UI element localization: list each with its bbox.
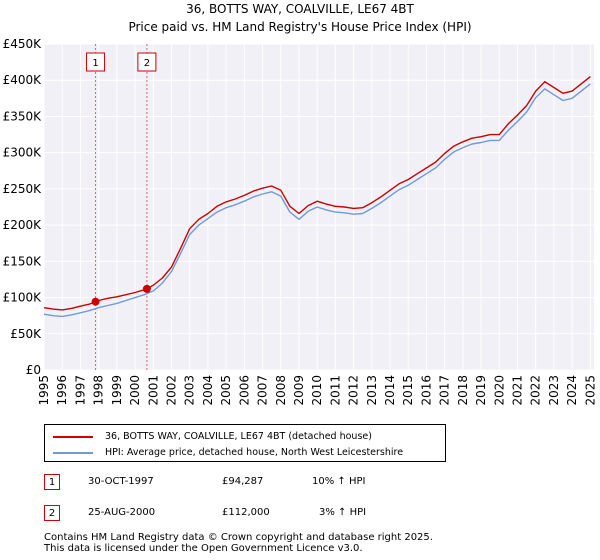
legend-sales-label: 36, BOTTS WAY, COALVILLE, LE67 4BT (deta…	[105, 431, 372, 442]
sale-badge-1: 1	[44, 474, 60, 490]
x-tick-label: 2016	[419, 375, 433, 406]
x-tick-label: 2004	[201, 375, 215, 406]
y-tick-label: £300K	[3, 146, 43, 160]
sale-row-2: 2 25-AUG-2000 £112,000 3% ↑ HPI	[44, 505, 444, 523]
chart-subtitle: Price paid vs. HM Land Registry's House …	[128, 20, 472, 34]
footer: Contains HM Land Registry data © Crown c…	[44, 532, 433, 554]
x-tick-label: 2019	[474, 375, 488, 406]
hpi-line	[43, 83, 591, 318]
legend: 36, BOTTS WAY, COALVILLE, LE67 4BT (deta…	[44, 424, 446, 462]
y-tick-label: £50K	[10, 327, 42, 341]
x-tick-label: 2000	[128, 375, 142, 406]
x-tick-label: 2003	[183, 375, 197, 406]
y-tick-label: £0	[26, 363, 41, 377]
y-tick-label: £150K	[3, 254, 43, 268]
y-tick-label: £350K	[3, 109, 43, 123]
sale-badge-2: 2	[44, 505, 60, 521]
price-paid-line	[43, 76, 591, 311]
x-tick-label: 2015	[401, 375, 415, 406]
sale-price-1: £94,287	[222, 476, 264, 487]
sale-date-2: 25-AUG-2000	[88, 507, 156, 518]
sale-hpi-2: 3% ↑ HPI	[319, 507, 367, 518]
x-tick-label: 2002	[164, 375, 178, 406]
x-tick-label: 2018	[456, 375, 470, 406]
y-tick-label: £100K	[3, 291, 43, 305]
x-tick-label: 2014	[383, 375, 397, 406]
x-tick-label: 2006	[237, 375, 251, 406]
sale-date-1: 30-OCT-1997	[88, 476, 154, 487]
x-tick-label: 2005	[219, 375, 233, 406]
grid-lines	[43, 43, 594, 371]
x-tick-label: 2007	[256, 375, 270, 406]
sale-point-2	[142, 284, 151, 293]
sale-marker-box-2	[137, 52, 157, 72]
x-tick-label: 1997	[73, 375, 87, 406]
sale-price-2: £112,000	[222, 507, 270, 518]
axis-labels: £0 £50K £100K £150K £200K £250K £300K £350K £400…	[3, 37, 598, 406]
sale-hpi-1: 10% ↑ HPI	[312, 476, 366, 487]
x-tick-label: 2009	[292, 375, 306, 406]
x-tick-label: 1995	[37, 375, 51, 406]
x-tick-label: 2013	[365, 375, 379, 406]
footer-line-2: This data is licensed under the Open Gov…	[44, 543, 363, 554]
x-tick-label: 2024	[565, 375, 579, 406]
x-tick-label: 2021	[511, 375, 525, 406]
legend-line-blue	[53, 451, 93, 454]
x-tick-label: 2020	[492, 375, 506, 406]
x-tick-label: 2011	[328, 375, 342, 406]
x-tick-label: 2025	[583, 375, 597, 406]
sale-marker-label-2: 2	[144, 58, 150, 69]
sale-point-1	[91, 297, 100, 306]
series-lines	[43, 76, 591, 318]
y-tick-label: £250K	[3, 182, 43, 196]
sale-marker-box-1	[86, 52, 106, 72]
x-tick-label: 2023	[547, 375, 561, 406]
sale-marker-label-1: 1	[92, 58, 98, 69]
y-tick-label: £400K	[3, 73, 43, 87]
sale-row-1: 1 30-OCT-1997 £94,287 10% ↑ HPI	[44, 474, 444, 492]
x-tick-label: 1998	[92, 375, 106, 406]
y-tick-label: £450K	[3, 37, 43, 51]
y-tick-label: £200K	[3, 218, 43, 232]
x-tick-label: 2017	[438, 375, 452, 406]
x-tick-label: 2010	[310, 375, 324, 406]
sale-points	[91, 284, 151, 306]
x-tick-label: 2022	[529, 375, 543, 406]
x-tick-label: 1996	[55, 375, 69, 406]
x-tick-label: 2012	[347, 375, 361, 406]
x-tick-label: 2008	[274, 375, 288, 406]
x-tick-label: 1999	[110, 375, 124, 406]
chart-title: 36, BOTTS WAY, COALVILLE, LE67 4BT	[186, 2, 414, 16]
legend-item-sales: 36, BOTTS WAY, COALVILLE, LE67 4BT (deta…	[53, 431, 372, 442]
legend-line-red	[53, 435, 93, 438]
footer-line-1: Contains HM Land Registry data © Crown c…	[44, 532, 433, 543]
x-tick-label: 2001	[146, 375, 160, 406]
legend-item-hpi: HPI: Average price, detached house, Nort…	[53, 447, 403, 458]
legend-hpi-label: HPI: Average price, detached house, Nort…	[105, 447, 404, 458]
